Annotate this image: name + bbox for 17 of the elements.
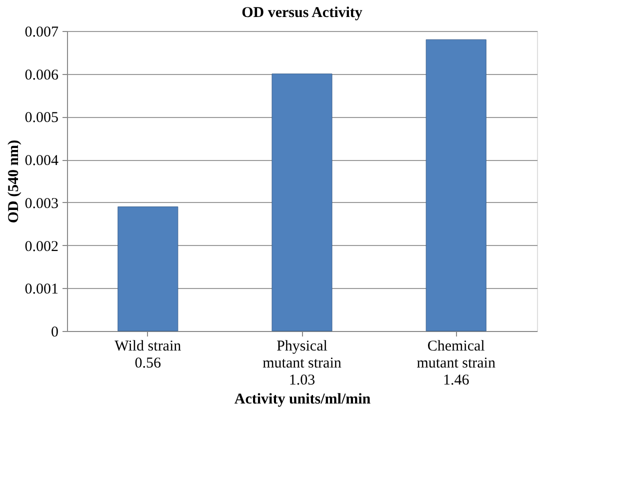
- y-tick-label: 0.005: [24, 110, 58, 126]
- y-tick-label: 0.001: [24, 282, 58, 298]
- x-tick-label: Chemical mutant strain 1.46: [416, 338, 496, 388]
- bar: [272, 74, 332, 332]
- y-tick-label: 0.006: [24, 67, 59, 84]
- y-tick-label: 0.002: [24, 238, 58, 255]
- y-tick-label: 0.003: [24, 196, 58, 212]
- y-tick-label: 0.007: [24, 24, 59, 40]
- x-tick-label: Physical mutant strain 1.03: [262, 338, 342, 388]
- x-tick-label: Wild strain 0.56: [114, 338, 182, 372]
- chart-title: OD versus Activity: [242, 5, 363, 21]
- bar: [426, 39, 486, 332]
- y-tick-label: 0.004: [24, 153, 59, 170]
- y-axis-title: OD (540 nm): [6, 140, 22, 224]
- y-tick-label: 0: [51, 324, 58, 340]
- x-axis-title: Activity units/ml/min: [234, 392, 372, 408]
- bar: [118, 206, 178, 332]
